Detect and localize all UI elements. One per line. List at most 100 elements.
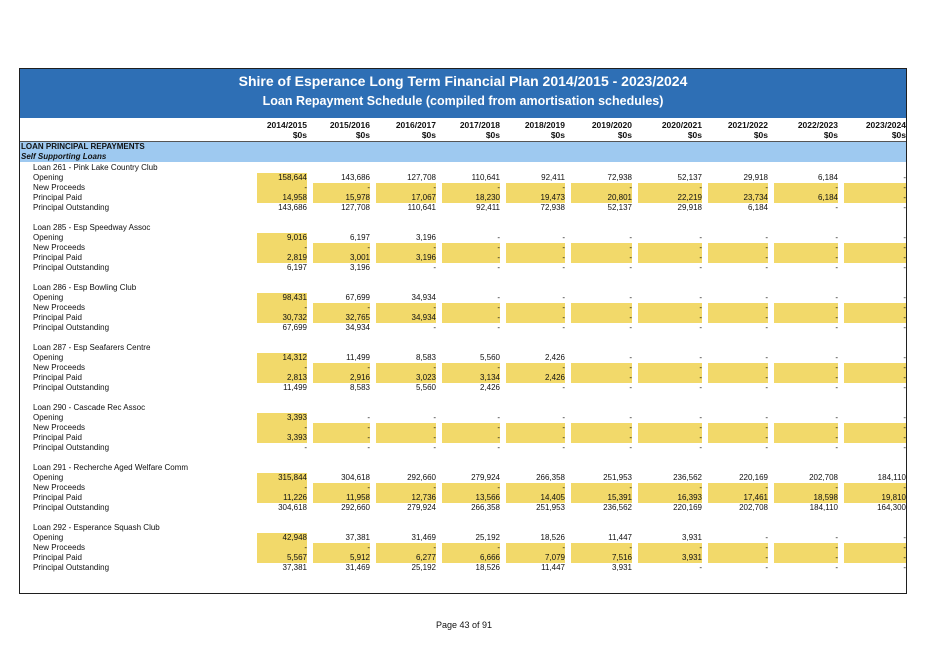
spacer [20, 273, 906, 283]
cell-value: - [765, 183, 768, 192]
cell-value: - [629, 413, 632, 422]
cell-value: - [562, 443, 565, 452]
table-cell: - [638, 363, 702, 373]
table-cell: - [257, 183, 307, 193]
row-label: Principal Outstanding [33, 203, 110, 212]
cell-value: 30,732 [282, 313, 307, 322]
table-cell: - [774, 313, 838, 323]
cell-value: - [903, 373, 906, 382]
cell-value: - [497, 413, 500, 422]
table-cell: - [708, 323, 768, 333]
cell-value: 3,931 [611, 563, 632, 572]
cell-value: - [629, 183, 632, 192]
table-cell: - [844, 303, 906, 313]
cell-value: 19,473 [540, 193, 565, 202]
table-cell: - [257, 483, 307, 493]
cell-value: 184,110 [809, 503, 838, 512]
unit-label: $0s [292, 130, 307, 140]
cell-value: - [903, 433, 906, 442]
unit-label: $0s [550, 130, 565, 140]
table-cell: - [708, 263, 768, 273]
subsection-title: Self Supporting Loans [21, 152, 107, 161]
table-cell: - [844, 233, 906, 243]
cell-value: - [699, 293, 702, 302]
cell-value: - [629, 293, 632, 302]
table-cell: - [708, 373, 768, 383]
loan-title-row: Loan 285 - Esp Speedway Assoc [20, 223, 906, 233]
table-cell: 19,810 [844, 493, 906, 503]
table-cell: 11,226 [257, 493, 307, 503]
table-cell: - [571, 253, 632, 263]
table-cell: - [506, 443, 565, 453]
cell-value: 14,312 [282, 353, 307, 362]
row-label: New Proceeds [33, 303, 86, 312]
row-label: New Proceeds [33, 363, 86, 372]
table-cell: - [506, 183, 565, 193]
table-cell: 18,526 [442, 563, 500, 573]
table-cell: - [708, 443, 768, 453]
table-cell: 7,079 [506, 553, 565, 563]
unit-label: $0s [421, 130, 436, 140]
cell-value: - [629, 483, 632, 492]
table-cell: - [774, 303, 838, 313]
cell-value: - [765, 413, 768, 422]
row-label: Opening [33, 173, 64, 182]
cell-value: 127,708 [341, 203, 370, 212]
table-cell: 279,924 [376, 503, 436, 513]
table-cell: 14,958 [257, 193, 307, 203]
table-cell: - [313, 303, 370, 313]
table-cell: - [571, 413, 632, 423]
cell-value: - [562, 383, 565, 392]
table-cell: - [313, 543, 370, 553]
table-cell: 3,393 [257, 433, 307, 443]
table-cell: - [313, 243, 370, 253]
cell-value: - [497, 183, 500, 192]
table-cell: 184,110 [844, 473, 906, 483]
cell-value: 236,562 [603, 503, 632, 512]
cell-value: 32,765 [345, 313, 370, 322]
table-cell: - [571, 263, 632, 273]
cell-value: 14,405 [540, 493, 565, 502]
table-cell: - [708, 533, 768, 543]
cell-value: 8,583 [349, 383, 370, 392]
table-cell: 236,562 [638, 473, 702, 483]
table-cell: - [708, 233, 768, 243]
table-cell: - [844, 263, 906, 273]
table-cell: - [571, 323, 632, 333]
cell-value: - [765, 533, 768, 542]
cell-value: - [304, 363, 307, 372]
cell-value: - [903, 353, 906, 362]
cell-value: - [562, 413, 565, 422]
table-cell: - [638, 483, 702, 493]
cell-value: - [903, 543, 906, 552]
table-cell: - [571, 483, 632, 493]
table-cell: 251,953 [571, 473, 632, 483]
table-cell: 20,801 [571, 193, 632, 203]
cell-value: - [903, 303, 906, 312]
cell-value: 3,023 [415, 373, 436, 382]
table-cell: - [638, 323, 702, 333]
loan-title-row: Loan 261 - Pink Lake Country Club [20, 163, 906, 173]
cell-value: - [304, 483, 307, 492]
cell-value: - [699, 423, 702, 432]
table-cell: - [638, 313, 702, 323]
table-cell: 11,958 [313, 493, 370, 503]
cell-value: - [304, 423, 307, 432]
table-cell: 3,931 [638, 533, 702, 543]
table-cell: 184,110 [774, 503, 838, 513]
table-cell: - [506, 253, 565, 263]
table-cell: - [506, 423, 565, 433]
cell-value: 266,358 [536, 473, 565, 482]
cell-value: - [835, 553, 838, 562]
cell-value: - [562, 253, 565, 262]
table-cell: - [844, 423, 906, 433]
table-cell: - [774, 203, 838, 213]
table-cell: 3,931 [638, 553, 702, 563]
cell-value: - [699, 243, 702, 252]
table-row: Opening 315,844 304,618 292,660 279,924 266,3… [20, 473, 906, 483]
column-year: 2018/2019 $0s [515, 119, 565, 141]
cell-value: 292,660 [341, 503, 370, 512]
table-cell: - [844, 373, 906, 383]
cell-value: - [835, 303, 838, 312]
row-label: Opening [33, 413, 64, 422]
